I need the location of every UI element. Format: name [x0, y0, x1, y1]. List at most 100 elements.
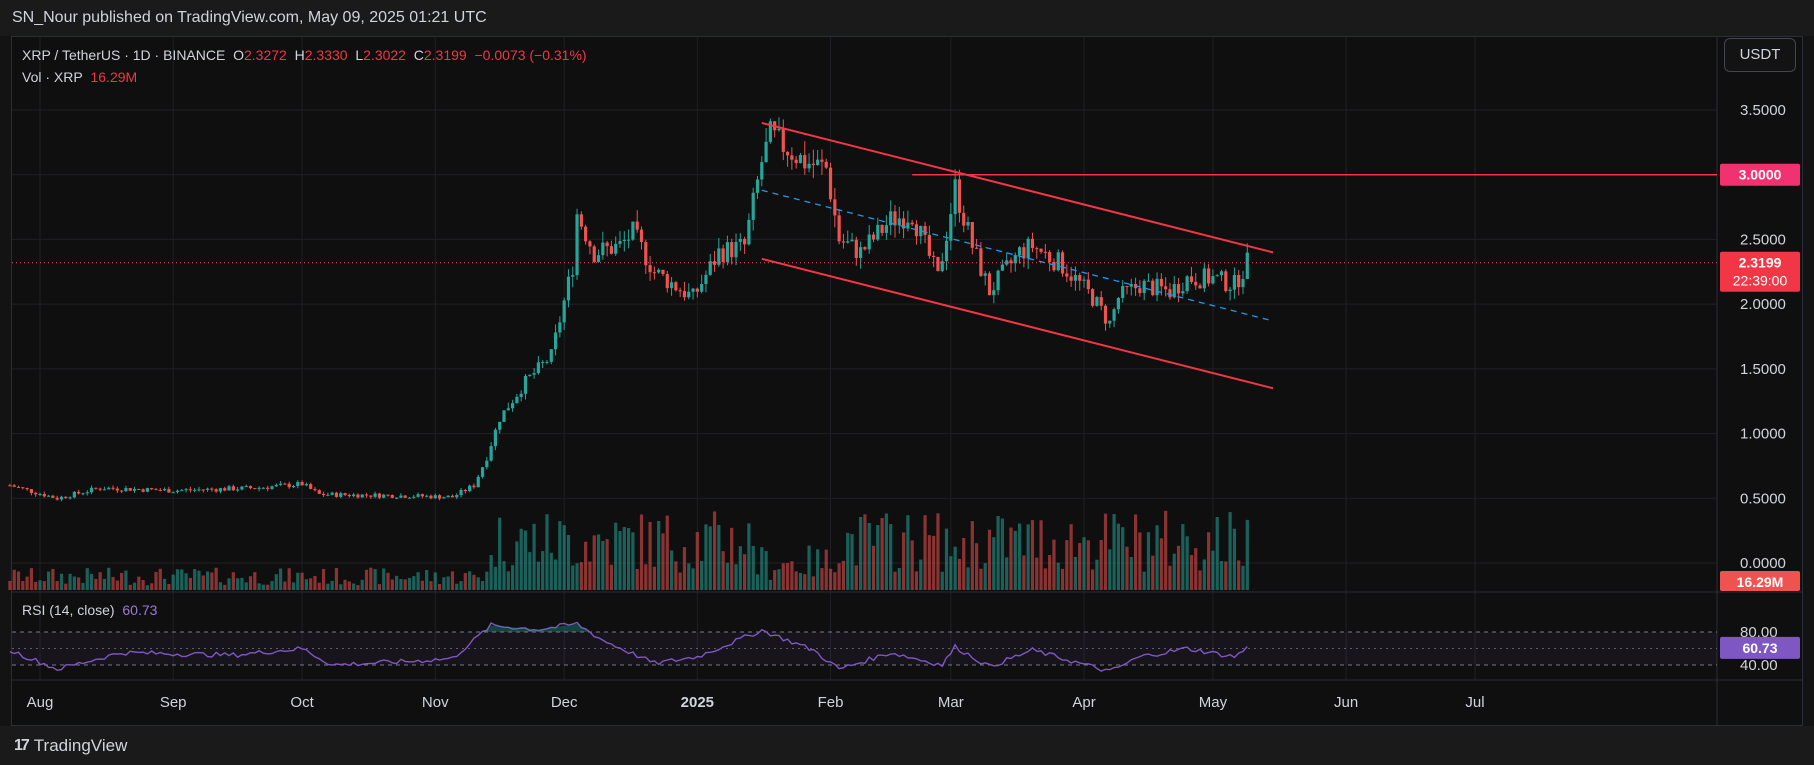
candle-body [1232, 274, 1237, 290]
candle-body [588, 241, 592, 247]
candle-body [962, 212, 966, 226]
candle-body [717, 248, 721, 265]
candle-body [820, 159, 824, 162]
rsi-label[interactable]: RSI (14, close) [22, 602, 115, 618]
last-price-tag-text: 2.3199 [1739, 255, 1782, 271]
candle-body [390, 494, 394, 498]
candle-body [463, 489, 467, 492]
volume-bar [1091, 569, 1095, 590]
candle-body [631, 221, 635, 240]
candle-body [313, 488, 317, 491]
candle-body [601, 242, 605, 256]
candle-body [1215, 275, 1219, 277]
tradingview-brand[interactable]: 17 TradingView [14, 736, 127, 756]
candle-body [167, 489, 171, 493]
volume-bar [81, 582, 85, 590]
candle-body [476, 476, 480, 488]
candle-body [953, 179, 957, 215]
candle-body [648, 265, 652, 273]
candle-body [343, 493, 347, 495]
candle-body [270, 486, 274, 489]
candle-body [1086, 279, 1090, 290]
candle-body [356, 494, 360, 498]
candle-body [841, 241, 846, 243]
candle-body [1022, 247, 1026, 259]
volume-bar [1086, 540, 1090, 590]
rsi-overbought-fill [482, 623, 608, 632]
volume-bar [1000, 518, 1004, 590]
candle-body [184, 489, 188, 491]
volume-bar [356, 585, 360, 590]
candle-body [214, 489, 218, 492]
volume-bar [227, 578, 231, 590]
candle-body [304, 484, 308, 486]
volume-bar [1013, 530, 1017, 590]
volume-bar [747, 523, 751, 590]
volume-bar [691, 568, 695, 590]
candle-body [850, 239, 854, 242]
volume-bar [700, 560, 704, 590]
chart-frame[interactable] [11, 36, 1803, 726]
candle-body [1237, 274, 1241, 288]
candle-body [46, 495, 51, 497]
volume-bar [657, 520, 661, 590]
candle-body [682, 291, 687, 298]
currency-button[interactable]: USDT [1724, 38, 1796, 72]
candle-body [1116, 297, 1120, 310]
volume-bar [450, 571, 455, 590]
volume-bar [1125, 546, 1129, 590]
candle-body [708, 261, 712, 275]
volume-bar [751, 545, 755, 590]
volume-bar [283, 581, 287, 590]
volume-bar [558, 521, 562, 590]
candle-body [867, 234, 871, 250]
candle-body [493, 429, 498, 447]
volume-bar [562, 525, 566, 590]
candle-body [128, 487, 132, 491]
volume-bar [468, 571, 472, 590]
volume-bar [949, 556, 953, 590]
volume-bar [197, 570, 201, 590]
candle-body [55, 497, 59, 500]
candle-body [1172, 284, 1176, 298]
candle-body [403, 495, 407, 498]
symbol-legend: XRP / TetherUS · 1D · BINANCE O2.3272 H2… [22, 44, 587, 88]
volume-bar [55, 581, 59, 590]
candle-body [261, 487, 266, 489]
candle-body [330, 492, 334, 495]
volume-bar [1224, 561, 1228, 590]
candle-body [373, 493, 377, 497]
volume-bar [880, 517, 884, 590]
candle-body [519, 393, 523, 397]
candle-body [1095, 297, 1099, 306]
volume-bar [343, 579, 347, 590]
candle-body [609, 246, 614, 254]
candle-body [1078, 274, 1082, 281]
volume-bar [403, 579, 407, 590]
candle-body [347, 494, 351, 497]
volume-bar [996, 516, 1000, 590]
volume-bar [631, 532, 635, 590]
volume-bar [871, 545, 876, 590]
volume-bar [38, 580, 42, 590]
volume-bar [476, 577, 480, 590]
volume-bar [1202, 559, 1206, 590]
volume-label[interactable]: Vol · XRP [22, 69, 83, 85]
candle-body [738, 238, 742, 242]
volume-bar [1108, 549, 1112, 590]
volume-bar [545, 514, 549, 590]
candle-body [102, 489, 107, 491]
volume-bar [820, 568, 824, 590]
candle-body [549, 349, 553, 362]
candle-body [334, 492, 339, 497]
candle-body [433, 495, 437, 499]
symbol-title[interactable]: XRP / TetherUS · 1D · BINANCE [22, 47, 226, 63]
candle-body [523, 375, 528, 394]
candle-body [592, 246, 596, 262]
volume-bar [1189, 554, 1194, 590]
candle-body [472, 485, 476, 488]
candle-body [115, 488, 119, 491]
volume-bar [601, 540, 605, 590]
volume-bar [1112, 514, 1116, 590]
